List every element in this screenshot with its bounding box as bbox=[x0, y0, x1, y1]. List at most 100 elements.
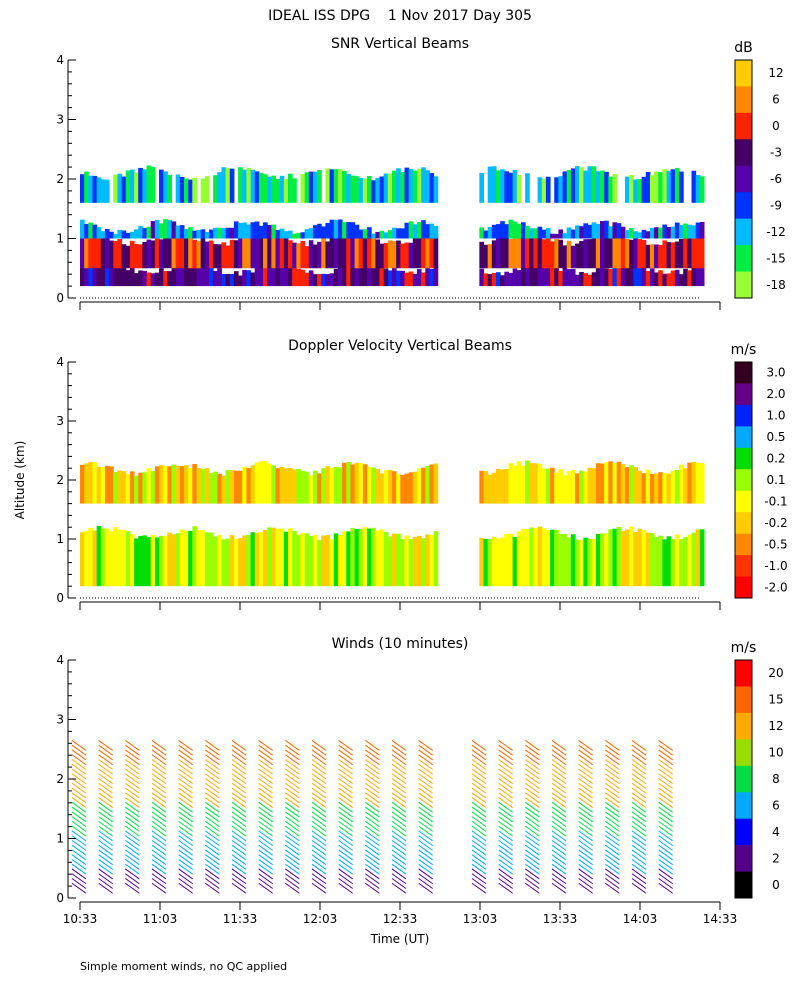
heatmap-cell bbox=[325, 535, 331, 587]
heatmap-cell bbox=[263, 232, 268, 269]
y-tick-label: 2 bbox=[56, 772, 64, 786]
heatmap-cell bbox=[92, 175, 98, 203]
wind-barb bbox=[258, 806, 273, 818]
wind-barb bbox=[311, 763, 327, 775]
heatmap-cell bbox=[304, 172, 310, 203]
wind-barb bbox=[151, 830, 167, 842]
wind-barb bbox=[658, 768, 673, 780]
wind-barb bbox=[151, 835, 167, 847]
colorbar-tick-label: 15 bbox=[768, 693, 783, 707]
heatmap-cell bbox=[483, 244, 489, 269]
heatmap-cell bbox=[325, 168, 331, 203]
heatmap-cell bbox=[579, 241, 584, 269]
heatmap-cell bbox=[350, 231, 356, 269]
wind-barb bbox=[178, 868, 193, 880]
heatmap-cell bbox=[350, 528, 356, 587]
heatmap-cell bbox=[317, 274, 322, 287]
wind-barb bbox=[418, 768, 433, 780]
wind-barb bbox=[151, 816, 167, 828]
heatmap-cell bbox=[504, 534, 509, 587]
heatmap-cell bbox=[670, 470, 676, 504]
doppler-panel: Doppler Velocity Vertical Beams012343.02… bbox=[56, 338, 788, 610]
wind-barb bbox=[178, 878, 193, 889]
heatmap-cell bbox=[96, 177, 102, 203]
heatmap-cell bbox=[346, 265, 351, 287]
heatmap-cell bbox=[649, 227, 655, 239]
wind-barb bbox=[338, 759, 353, 770]
heatmap-cell bbox=[367, 528, 372, 587]
wind-profile bbox=[498, 740, 513, 894]
heatmap-cell bbox=[371, 261, 376, 287]
heatmap-cell bbox=[554, 264, 559, 287]
colorbar-tick-label: -12 bbox=[766, 225, 786, 239]
wind-barb bbox=[365, 825, 380, 837]
wind-barb bbox=[98, 801, 113, 813]
heatmap-cell bbox=[138, 270, 143, 287]
heatmap-cell bbox=[80, 267, 85, 287]
wind-barb bbox=[525, 749, 540, 761]
heatmap-cell bbox=[188, 262, 193, 287]
wind-barb bbox=[391, 744, 407, 756]
heatmap-cell bbox=[541, 468, 547, 504]
heatmap-cell bbox=[600, 463, 605, 504]
wind-barb bbox=[311, 859, 327, 870]
heatmap-cell bbox=[271, 224, 277, 239]
wind-barb bbox=[605, 754, 620, 766]
heatmap-cell bbox=[267, 224, 272, 239]
wind-barb bbox=[498, 830, 513, 842]
wind-barb bbox=[551, 754, 567, 766]
heatmap-cell bbox=[691, 266, 697, 287]
wind-barb bbox=[338, 844, 353, 856]
heatmap-cell bbox=[362, 527, 368, 587]
heatmap-cell bbox=[159, 169, 164, 203]
wind-profile bbox=[178, 740, 193, 894]
wind-barb bbox=[151, 873, 167, 885]
wind-barb bbox=[551, 773, 567, 785]
wind-barb bbox=[151, 854, 167, 866]
wind-barb bbox=[338, 825, 353, 837]
heatmap-cell bbox=[225, 227, 231, 239]
wind-barb bbox=[391, 854, 407, 866]
wind-barb bbox=[71, 782, 87, 794]
colorbar-swatch bbox=[735, 245, 752, 272]
y-tick-label: 3 bbox=[56, 713, 64, 727]
heatmap-cell bbox=[200, 264, 206, 287]
wind-barb bbox=[71, 816, 87, 828]
heatmap-cell bbox=[333, 219, 339, 239]
heatmap-cell bbox=[379, 473, 385, 504]
heatmap-cell bbox=[167, 219, 173, 239]
heatmap-cell bbox=[80, 232, 85, 269]
heatmap-cell bbox=[109, 231, 114, 239]
heatmap-cell bbox=[516, 175, 522, 203]
heatmap-cell bbox=[404, 535, 410, 587]
wind-barb bbox=[578, 878, 593, 889]
heatmap-cell bbox=[350, 222, 356, 239]
wind-profile bbox=[311, 740, 327, 894]
heatmap-cell bbox=[483, 471, 489, 504]
heatmap-layer bbox=[80, 460, 705, 504]
wind-barb bbox=[311, 740, 327, 751]
heatmap-cell bbox=[179, 234, 185, 269]
footnote: Simple moment winds, no QC applied bbox=[80, 960, 287, 973]
colorbar-swatch bbox=[735, 845, 752, 872]
heatmap-cell bbox=[683, 268, 688, 287]
wind-barb bbox=[418, 754, 433, 766]
heatmap-cell bbox=[408, 539, 414, 587]
heatmap-cell bbox=[512, 221, 518, 239]
heatmap-cell bbox=[416, 168, 422, 203]
wind-barb bbox=[631, 792, 647, 804]
heatmap-cell bbox=[271, 236, 277, 269]
wind-barb bbox=[71, 844, 87, 856]
heatmap-cell bbox=[595, 234, 601, 269]
wind-barb bbox=[471, 782, 487, 794]
wind-barb bbox=[71, 882, 87, 894]
heatmap-cell bbox=[612, 462, 618, 504]
wind-barb bbox=[471, 878, 487, 889]
heatmap-cell bbox=[217, 473, 222, 504]
heatmap-cell bbox=[479, 470, 485, 504]
heatmap-cell bbox=[88, 175, 93, 203]
heatmap-cell bbox=[113, 266, 118, 287]
wind-barb bbox=[658, 763, 673, 775]
y-tick-label: 3 bbox=[56, 414, 64, 428]
wind-barb bbox=[658, 816, 673, 828]
